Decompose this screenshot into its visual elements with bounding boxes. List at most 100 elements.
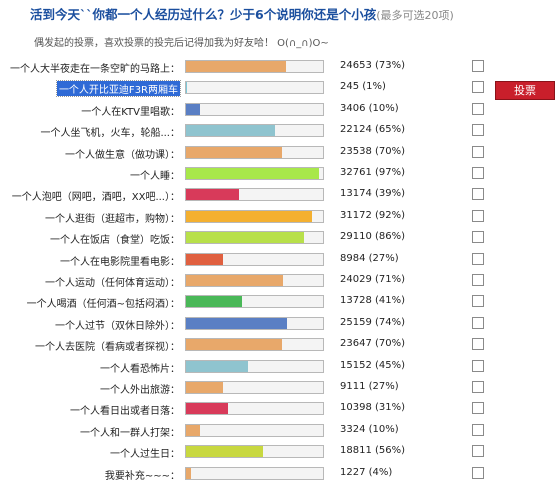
option-label: 一个人做生意（做功课）： — [65, 149, 180, 161]
option-label: 一个人看日出或者日落： — [70, 406, 180, 418]
percent-bar-fill — [186, 61, 286, 72]
option-checkbox[interactable] — [472, 188, 484, 201]
option-checkbox[interactable] — [472, 81, 484, 94]
option-checkbox[interactable] — [472, 359, 484, 372]
percent-bar-fill — [186, 82, 188, 94]
option-label: 一个人在KTV里唱歌： — [81, 106, 180, 118]
percent-bar-fill — [186, 446, 263, 458]
option-checkbox[interactable] — [472, 423, 484, 436]
percent-bar-fill — [186, 360, 248, 372]
option-checkbox[interactable] — [472, 231, 484, 244]
percent-bar-fill — [186, 382, 223, 393]
percent-bar-fill — [186, 424, 200, 436]
vote-count: 23538 (70%) — [340, 145, 406, 157]
percent-bar — [185, 423, 324, 437]
vote-count: 18811 (56%) — [340, 445, 406, 457]
option-label: 一个人喝酒（任何酒~包括闷酒）： — [26, 299, 180, 311]
percent-bar-fill — [186, 232, 304, 244]
option-checkbox[interactable] — [472, 316, 484, 329]
percent-bar-fill — [186, 403, 229, 415]
vote-count: 24653 (73%) — [340, 60, 406, 71]
poll-option-row: 一个人和一群人打架： 3324 (10%) — [0, 421, 555, 441]
poll-option-row: 一个人逛街（逛超市，购物）： 31172 (92%) — [0, 207, 555, 227]
percent-bar — [185, 81, 324, 95]
option-label: 一个人看恐怖片： — [100, 363, 180, 375]
percent-bar-fill — [186, 467, 192, 479]
poll-option-row: 一个人在KTV里唱歌： 3406 (10%) — [0, 100, 555, 120]
poll-title-text: 活到今天``你都一个人经历过什么？少于6个说明你还是个小孩 — [30, 7, 377, 22]
percent-bar — [185, 445, 324, 459]
vote-count: 3406 (10%) — [340, 102, 399, 114]
percent-bar — [185, 209, 324, 223]
option-checkbox[interactable] — [472, 274, 484, 286]
poll-option-row: 一个人开比亚迪F3R两厢车 245 (1%) — [0, 78, 555, 98]
vote-button[interactable]: 投票 — [495, 81, 555, 100]
option-checkbox[interactable] — [472, 445, 484, 458]
percent-bar — [185, 188, 324, 202]
poll-option-row: 一个人坐飞机，火车，轮船...： 22124 (65%) — [0, 121, 555, 141]
percent-bar — [185, 124, 324, 138]
option-label: 一个人运动（任何体育运动）： — [45, 278, 180, 289]
poll-option-row: 一个人在饭店（食堂）吃饭： 29110 (86%) — [0, 228, 555, 248]
option-checkbox[interactable] — [472, 338, 484, 351]
vote-count: 9111 (27%) — [340, 381, 399, 392]
percent-bar — [185, 60, 324, 73]
option-checkbox[interactable] — [472, 209, 484, 222]
option-label: 一个人泡吧（网吧，酒吧，XX吧...）： — [11, 192, 180, 204]
poll-option-row: 一个人过生日： 18811 (56%) — [0, 442, 555, 462]
option-checkbox[interactable] — [472, 295, 484, 308]
vote-count: 22124 (65%) — [340, 124, 406, 136]
percent-bar — [185, 252, 324, 266]
option-checkbox[interactable] — [472, 60, 484, 72]
option-checkbox[interactable] — [472, 252, 484, 265]
option-label: 一个人过生日： — [110, 449, 180, 461]
poll-option-row: 我要补充~~~： 1227 (4%) — [0, 464, 555, 484]
percent-bar-fill — [186, 189, 240, 201]
percent-bar-fill — [186, 317, 288, 329]
option-checkbox[interactable] — [472, 102, 484, 115]
vote-count: 24029 (71%) — [340, 274, 406, 285]
poll-option-row: 一个人喝酒（任何酒~包括闷酒）： 13728 (41%) — [0, 292, 555, 312]
vote-count: 3324 (10%) — [340, 423, 399, 435]
percent-bar-fill — [186, 253, 223, 265]
percent-bar — [185, 145, 324, 159]
percent-bar-fill — [186, 275, 284, 286]
option-label: 一个人开比亚迪F3R两厢车 — [55, 80, 182, 98]
vote-count: 8984 (27%) — [340, 252, 399, 264]
vote-count: 31172 (92%) — [340, 209, 406, 221]
option-checkbox[interactable] — [472, 466, 484, 479]
option-label: 一个人坐飞机，火车，轮船...： — [40, 128, 180, 140]
percent-bar — [185, 316, 324, 330]
poll-option-row: 一个人看恐怖片： 15152 (45%) — [0, 357, 555, 377]
poll-option-row: 一个人看日出或者日落： 10398 (31%) — [0, 399, 555, 419]
option-checkbox[interactable] — [472, 402, 484, 415]
vote-count: 23647 (70%) — [340, 338, 406, 350]
option-label: 一个人逛街（逛超市，购物）： — [45, 213, 180, 225]
vote-count: 245 (1%) — [340, 81, 386, 93]
option-label: 一个人大半夜走在一条空旷的马路上： — [10, 64, 180, 75]
option-checkbox[interactable] — [472, 381, 484, 393]
vote-count: 29110 (86%) — [340, 231, 406, 243]
poll-option-row: 一个人外出旅游： 9111 (27%) — [0, 378, 555, 398]
percent-bar — [185, 231, 324, 245]
option-label: 一个人过节（双休日除外）： — [55, 320, 180, 332]
percent-bar — [185, 167, 324, 180]
vote-count: 10398 (31%) — [340, 402, 406, 414]
option-checkbox[interactable] — [472, 167, 484, 179]
percent-bar-fill — [186, 296, 243, 308]
poll-option-row: 一个人在电影院里看电影： 8984 (27%) — [0, 250, 555, 270]
percent-bar-fill — [186, 125, 276, 137]
option-checkbox[interactable] — [472, 124, 484, 137]
vote-count: 1227 (4%) — [340, 466, 393, 478]
option-label: 一个人在饭店（食堂）吃饭： — [50, 235, 180, 247]
percent-bar — [185, 466, 324, 480]
vote-count: 13174 (39%) — [340, 188, 406, 200]
option-checkbox[interactable] — [472, 145, 484, 158]
vote-count: 32761 (97%) — [340, 167, 406, 178]
percent-bar — [185, 359, 324, 373]
vote-count: 13728 (41%) — [340, 295, 406, 307]
option-label: 一个人睡： — [130, 171, 180, 182]
percent-bar — [185, 274, 324, 287]
poll-option-row: 一个人过节（双休日除外）： 25159 (74%) — [0, 314, 555, 334]
vote-count: 15152 (45%) — [340, 359, 406, 371]
